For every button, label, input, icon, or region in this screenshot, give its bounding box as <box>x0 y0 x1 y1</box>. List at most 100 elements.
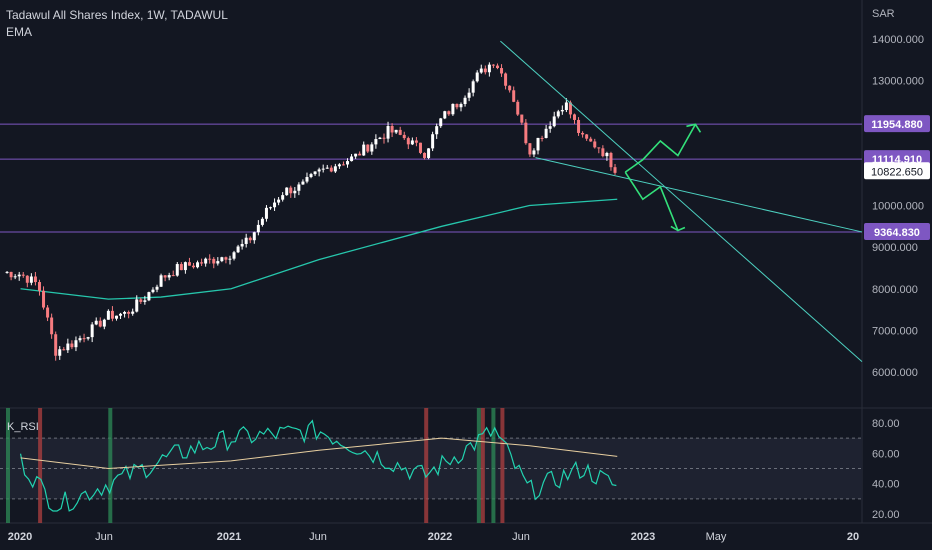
candle <box>516 99 520 116</box>
candle <box>260 217 264 227</box>
candle-body <box>451 103 455 115</box>
candle <box>532 148 536 158</box>
candle-body <box>463 97 467 105</box>
candle <box>74 336 78 352</box>
candle-body <box>208 258 212 260</box>
candle <box>520 114 524 125</box>
candle <box>601 145 605 158</box>
candle <box>374 134 378 149</box>
candle <box>475 70 479 83</box>
ema-line <box>20 198 618 300</box>
candle-body <box>33 276 37 283</box>
level-label-text: 9364.830 <box>874 227 920 239</box>
candle-body <box>62 349 66 351</box>
candle-body <box>159 275 163 287</box>
candle <box>285 187 289 196</box>
candle <box>483 65 487 75</box>
symbol-title[interactable]: Tadawul All Shares Index, 1W, TADAWUL <box>6 8 228 22</box>
candle <box>337 163 341 169</box>
candle-body <box>350 156 354 162</box>
candle <box>264 205 268 222</box>
candle-body <box>58 349 62 356</box>
ema-indicator-label[interactable]: EMA <box>6 25 32 39</box>
candle <box>224 256 228 264</box>
trendline-1 <box>535 157 863 233</box>
candle-body <box>102 319 106 327</box>
price-axis-currency: SAR <box>872 8 895 20</box>
candle-body <box>70 343 74 348</box>
candle-body <box>556 111 560 117</box>
candle-body <box>585 134 589 139</box>
candle-body <box>528 143 532 155</box>
price-tick-label: 6000.000 <box>872 367 918 379</box>
candle <box>309 172 313 179</box>
candle-body <box>301 181 305 185</box>
price-tick-label: 9000.000 <box>872 242 918 254</box>
candle <box>123 310 127 318</box>
candle <box>544 124 548 139</box>
candle-body <box>187 262 191 266</box>
candle-body <box>143 300 147 302</box>
candle <box>504 72 508 90</box>
candle-body <box>86 337 90 339</box>
candle <box>29 273 33 286</box>
candle <box>159 273 163 287</box>
candle-body <box>536 137 540 151</box>
candle-body <box>54 334 58 356</box>
candle <box>191 262 195 269</box>
time-tick-label: Jun <box>512 531 530 543</box>
candle-body <box>479 68 483 73</box>
candle-body <box>94 320 98 325</box>
candle-body <box>564 102 568 110</box>
rsi-tick-label: 60.00 <box>872 448 900 460</box>
candle <box>410 137 414 146</box>
time-axis-background[interactable] <box>0 523 932 550</box>
candle-body <box>495 65 499 69</box>
candle <box>131 308 135 316</box>
level-label-0: 11954.880 <box>864 115 930 133</box>
candle <box>25 275 29 288</box>
candle <box>236 244 240 254</box>
candle <box>151 287 155 294</box>
candle <box>216 257 220 266</box>
k-rsi-label[interactable]: K_RSI <box>7 421 39 433</box>
price-tick-label: 10000.000 <box>872 201 924 213</box>
candle <box>281 192 285 202</box>
candle <box>98 317 102 328</box>
candle <box>269 206 273 210</box>
candle-body <box>147 292 151 301</box>
candle-body <box>167 275 171 278</box>
candle <box>467 88 471 102</box>
candle <box>597 147 601 154</box>
candle <box>46 305 50 322</box>
candle <box>147 291 151 302</box>
candle <box>479 64 483 74</box>
candle <box>414 137 418 147</box>
candle <box>155 284 159 293</box>
rsi-axis-ticks: 80.00 60.00 40.00 20.00 <box>872 418 900 521</box>
projection-down-arrowhead <box>670 225 686 232</box>
candle-body <box>431 134 435 149</box>
candle <box>62 347 66 351</box>
candle-body <box>232 252 236 259</box>
candle-body <box>370 144 374 152</box>
candle <box>228 255 232 265</box>
candle <box>447 110 451 116</box>
candle-body <box>224 257 228 260</box>
candle-body <box>175 264 179 276</box>
price-axis-background[interactable] <box>862 0 932 523</box>
candle <box>333 163 337 174</box>
candle-body <box>459 104 463 108</box>
candle-body <box>358 153 362 156</box>
candle-body <box>504 73 508 86</box>
candle <box>358 151 362 156</box>
candle-body <box>500 68 504 74</box>
candle-body <box>42 290 46 308</box>
rsi-marker-5 <box>480 408 485 523</box>
candle <box>313 171 317 176</box>
candle <box>119 312 123 319</box>
candle-body <box>127 312 131 314</box>
candle-body <box>25 275 29 283</box>
candle-body <box>281 195 285 200</box>
